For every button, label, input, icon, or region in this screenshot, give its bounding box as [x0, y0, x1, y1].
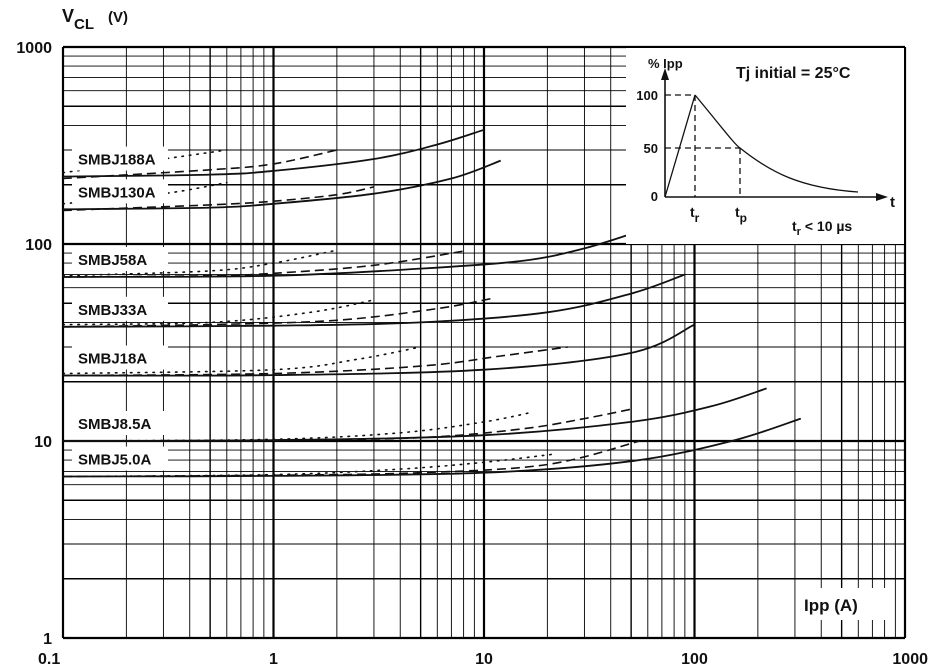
- y-tick-label: 1: [43, 631, 52, 648]
- series-group: SMBJ188A SMBJ130A SMBJ58A SMBJ33A SMBJ18A SMB…: [62, 128, 802, 478]
- label-backdrop-smbj8-5a: [72, 411, 168, 435]
- inset-x-label: t: [890, 194, 895, 211]
- curve-smbj33a-dotted: [62, 299, 375, 326]
- curve-smbj33a-dashed: [62, 297, 493, 328]
- curve-smbj18a-dotted: [62, 346, 422, 375]
- inset-y-arrow: [661, 68, 669, 80]
- curve-smbj5-0a-solid: [62, 417, 802, 478]
- label-smbj18a: SMBJ18A: [78, 351, 147, 368]
- label-backdrop-smbj130a: [72, 179, 168, 204]
- x-tick-labels: 0.1 1 10 100 1000: [38, 651, 928, 668]
- y-tick-label: 1000: [16, 40, 52, 57]
- label-backdrop-smbj188a: [72, 146, 168, 171]
- inset-title: Tj initial = 25°C: [736, 65, 851, 82]
- label-backdrop-smbj18a: [72, 345, 168, 370]
- inset-tr-label: tr: [690, 204, 700, 225]
- curve-smbj18a-solid: [62, 323, 695, 377]
- label-smbj188a: SMBJ188A: [78, 152, 156, 169]
- curve-smbj188a-solid: [62, 128, 485, 178]
- label-backdrop-smbj33a: [72, 296, 168, 321]
- curve-smbj188a-dotted: [62, 149, 228, 174]
- inset-panel: [626, 48, 904, 244]
- label-smbj8-5a: SMBJ8.5A: [78, 416, 152, 433]
- inset-y-label: % Ipp: [648, 56, 683, 71]
- x-tick-label: 1000: [892, 651, 928, 668]
- x-axis-title: Ipp (A): [804, 596, 858, 615]
- curve-smbj58a-dashed: [62, 250, 464, 278]
- inset-tick-50: 50: [644, 141, 658, 156]
- waveform-inset: % Ipp Tj initial = 25°C 100 50 0 t tr tp…: [626, 48, 904, 244]
- label-smbj5-0a: SMBJ5.0A: [78, 452, 152, 469]
- x-tick-label: 1: [269, 651, 278, 668]
- inset-tick-0: 0: [651, 189, 658, 204]
- inset-x-arrow: [876, 193, 888, 201]
- curve-smbj8-5a-solid: [62, 387, 767, 442]
- grid: [61, 45, 907, 640]
- label-backdrop-smbj58a: [72, 246, 168, 271]
- inset-tick-100: 100: [636, 88, 658, 103]
- y-tick-label: 10: [34, 434, 52, 451]
- inset-note: tr < 10 µs: [792, 218, 852, 238]
- curve-smbj33a-solid: [62, 273, 686, 328]
- x-tick-label: 100: [681, 651, 708, 668]
- x-axis-title-backdrop: [796, 588, 888, 620]
- curve-smbj58a-dotted: [62, 249, 338, 277]
- y-tick-label: 100: [25, 237, 52, 254]
- label-backdrop-smbj5-0a: [72, 446, 168, 471]
- inset-pulse-rise: [664, 94, 696, 198]
- label-smbj58a: SMBJ58A: [78, 252, 147, 269]
- label-smbj33a: SMBJ33A: [78, 302, 147, 319]
- x-tick-label: 10: [475, 651, 493, 668]
- label-smbj130a: SMBJ130A: [78, 184, 156, 201]
- curve-smbj58a-solid: [62, 227, 649, 278]
- curve-smbj130a-dashed: [62, 186, 375, 212]
- x-tick-label: 0.1: [38, 651, 60, 668]
- curve-smbj130a-solid: [62, 159, 502, 211]
- y-tick-labels: 1 10 100 1000: [16, 40, 52, 648]
- curve-smbj130a-dotted: [62, 181, 228, 205]
- y-axis-title: VCL (V): [62, 6, 128, 33]
- inset-pulse-decay: [694, 94, 859, 193]
- inset-tp-label: tp: [735, 204, 747, 225]
